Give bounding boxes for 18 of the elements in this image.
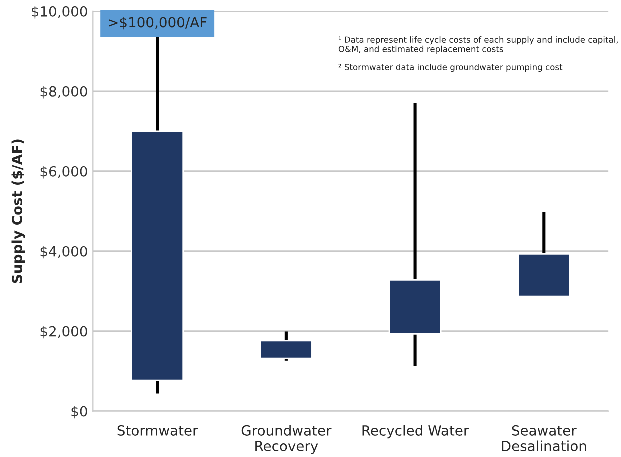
y-tick-label: $6,000 [40, 166, 88, 179]
annotation: >$100,000/AF [109, 16, 207, 30]
x-tick-label: Stormwater [118, 425, 198, 436]
bar [388, 279, 442, 335]
y-tick-label: $0 [72, 406, 88, 419]
bar [260, 340, 313, 360]
y-tick-label: $8,000 [40, 86, 88, 99]
bar [518, 253, 571, 298]
x-tick-label: Seawater Desalination [502, 425, 586, 452]
x-tick-label: Recycled Water [362, 425, 470, 439]
x-tick-label: Groundwater Recovery [242, 425, 332, 454]
bar [131, 130, 184, 382]
y-tick-label: $2,000 [40, 326, 88, 339]
y-tick-label: $4,000 [40, 246, 88, 259]
annotation: ¹ Data represent life cycle costs of each supply and include capital, O&M, and estimated replacement costs [338, 36, 618, 54]
y-tick-label: $10,000 [32, 6, 88, 19]
y-axis-title: Supply Cost ($/AF) [12, 140, 26, 284]
annotation: ² Stormwater data include groundwater pumping cost [338, 64, 563, 72]
